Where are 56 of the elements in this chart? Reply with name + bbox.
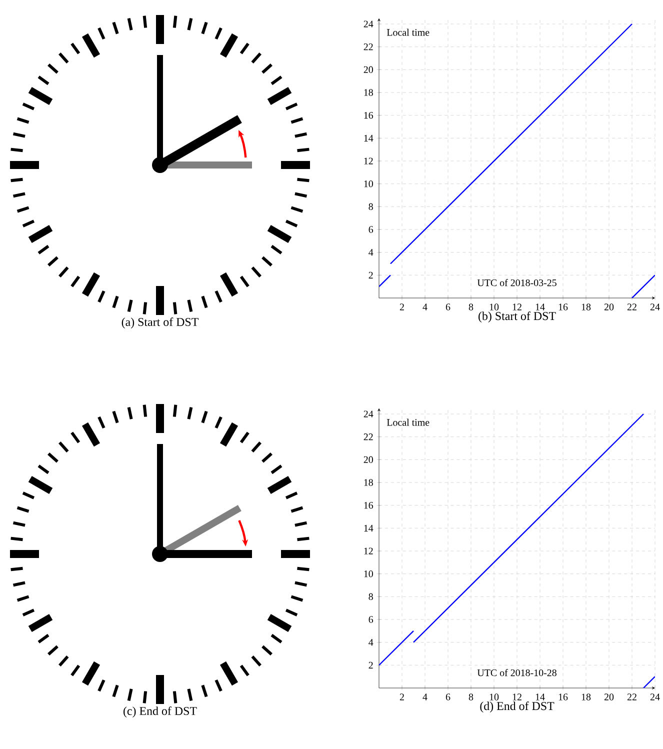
x-tick-label: 8 (468, 694, 473, 700)
y-tick-label: 16 (364, 112, 373, 119)
x-tick-label: 16 (558, 694, 568, 700)
y-tick-label: 16 (364, 502, 373, 509)
y-tick-label: 22 (364, 44, 373, 50)
y-tick-label: 4 (368, 249, 374, 256)
text: (d) End of DST (480, 702, 554, 713)
x-tick-label: 20 (604, 694, 614, 700)
x-tick-label: 6 (446, 694, 450, 700)
y-tick-label: 20 (364, 456, 373, 464)
y-tick-label: 14 (364, 524, 374, 532)
y-tick-label: 2 (368, 662, 373, 668)
x-tick-label: 12 (512, 304, 522, 310)
x-tick-label: 6 (446, 304, 450, 310)
x-tick-label: 24 (650, 304, 660, 310)
y-tick-label: 12 (364, 158, 373, 164)
y-tick-label: 20 (364, 66, 373, 74)
text: (b) Start of DST (478, 312, 556, 322)
y-tick-label: 18 (364, 89, 373, 96)
y-axis-title: Local time (386, 28, 430, 36)
text: (c) End of DST (123, 706, 197, 718)
y-tick-label: 8 (368, 203, 373, 210)
y-tick-label: 22 (364, 434, 373, 440)
x-tick-label: 14 (536, 304, 545, 310)
y-tick-label: 14 (364, 134, 374, 142)
x-tick-label: 22 (627, 694, 636, 700)
x-tick-label: 18 (582, 694, 590, 700)
y-tick-label: 4 (368, 639, 374, 646)
y-tick-label: 24 (364, 20, 374, 28)
x-tick-label: 4 (422, 694, 428, 700)
y-tick-label: 8 (368, 593, 373, 600)
x-tick-label: 22 (627, 304, 636, 310)
y-tick-label: 2 (368, 272, 373, 278)
text: (a) Start of DST (122, 318, 198, 328)
x-axis-title: UTC of 2018-10-28 (477, 669, 556, 676)
x-tick-label: 18 (582, 304, 590, 310)
x-tick-label: 8 (468, 304, 473, 310)
y-tick-label: 6 (368, 226, 373, 233)
x-tick-label: 4 (422, 304, 428, 310)
y-axis-title: Local time (386, 418, 430, 426)
x-tick-label: 2 (400, 694, 404, 700)
y-tick-label: 24 (364, 410, 374, 418)
y-tick-label: 18 (364, 479, 373, 486)
y-tick-label: 6 (368, 616, 373, 623)
y-tick-label: 10 (364, 180, 373, 188)
x-tick-label: 20 (604, 304, 614, 310)
x-tick-label: 12 (512, 694, 522, 700)
x-tick-label: 16 (558, 304, 568, 310)
x-tick-label: 24 (650, 694, 660, 700)
y-tick-label: 12 (364, 548, 373, 554)
x-tick-label: 2 (400, 304, 404, 310)
x-tick-label: 14 (536, 694, 545, 700)
x-axis-title: UTC of 2018-03-25 (477, 279, 556, 286)
x-tick-label: 10 (490, 304, 498, 310)
y-tick-label: 10 (364, 570, 373, 578)
x-tick-label: 10 (490, 694, 498, 700)
